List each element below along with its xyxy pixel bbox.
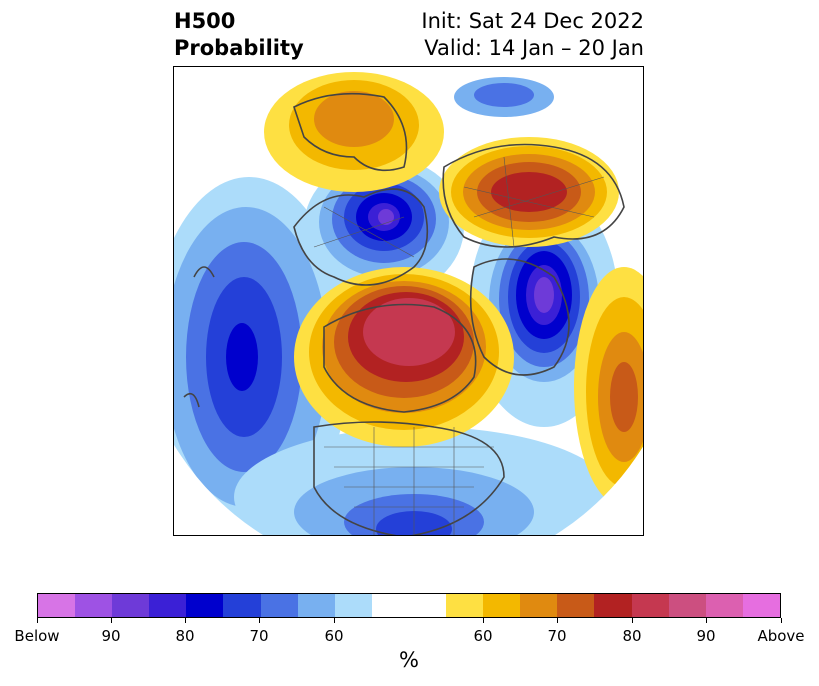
colorbar-tick-label: 80 xyxy=(622,627,642,645)
colorbar-tick xyxy=(185,618,186,623)
colorbar-segment xyxy=(186,594,224,617)
title-type: Probability xyxy=(174,36,304,60)
colorbar-segment xyxy=(742,594,780,617)
colorbar-tick-label: 80 xyxy=(175,627,195,645)
valid-range: Valid: 14 Jan – 20 Jan xyxy=(424,36,644,60)
colorbar-tick xyxy=(706,618,707,623)
colorbar-segment xyxy=(297,594,335,617)
colorbar-tick-label: Above xyxy=(757,627,805,645)
colorbar-segment xyxy=(520,594,558,617)
colorbar-tick xyxy=(111,618,112,623)
colorbar-tick xyxy=(632,618,633,623)
colorbar-tick-label: 60 xyxy=(324,627,344,645)
title-variable: H500 xyxy=(174,9,236,33)
colorbar-tick-label: 90 xyxy=(696,627,716,645)
colorbar-segment xyxy=(631,594,669,617)
colorbar-segment xyxy=(334,594,372,617)
init-date: Init: Sat 24 Dec 2022 xyxy=(421,9,644,33)
colorbar-tick xyxy=(37,618,38,623)
colorbar-tick xyxy=(557,618,558,623)
map-svg xyxy=(174,72,643,535)
colorbar-tick-label: 70 xyxy=(547,627,567,645)
anomaly-east-ridge xyxy=(574,267,643,507)
colorbar-segment xyxy=(483,594,521,617)
colorbar-tick xyxy=(483,618,484,623)
colorbar-tick-label: 60 xyxy=(473,627,493,645)
colorbar-segment xyxy=(223,594,261,617)
polar-map xyxy=(173,66,644,536)
colorbar-segment xyxy=(112,594,150,617)
anomaly-europe-trough xyxy=(304,157,464,297)
colorbar-unit: % xyxy=(399,648,419,672)
colorbar xyxy=(37,593,781,618)
coastlines xyxy=(183,92,625,535)
colorbar-segment xyxy=(371,594,409,617)
colorbar-segment xyxy=(38,594,76,617)
colorbar-segment xyxy=(149,594,187,617)
plot-title-right: Init: Sat 24 Dec 2022 Valid: 14 Jan – 20… xyxy=(421,8,644,62)
colorbar-segment xyxy=(446,594,484,617)
colorbar-segment xyxy=(594,594,632,617)
colorbar-tick xyxy=(781,618,782,623)
colorbar-tick xyxy=(259,618,260,623)
anomaly-arctic-ridge xyxy=(294,267,514,447)
colorbar-tick-label: 90 xyxy=(101,627,121,645)
anomaly-greenland-ridge xyxy=(264,72,444,192)
plot-title-left: H500 Probability xyxy=(174,8,304,62)
colorbar-tick-label: 70 xyxy=(249,627,269,645)
colorbar-segment xyxy=(557,594,595,617)
colorbar-tick xyxy=(334,618,335,623)
colorbar-segment xyxy=(705,594,743,617)
borders xyxy=(313,156,605,535)
anomaly-siberia-ridge xyxy=(439,137,619,247)
colorbar-segment xyxy=(75,594,113,617)
colorbar-tick-label: Below xyxy=(14,627,60,645)
colorbar-segment xyxy=(408,594,447,617)
colorbar-segment xyxy=(668,594,706,617)
anomaly-pacific-trough xyxy=(174,177,349,535)
colorbar-segment xyxy=(260,594,298,617)
